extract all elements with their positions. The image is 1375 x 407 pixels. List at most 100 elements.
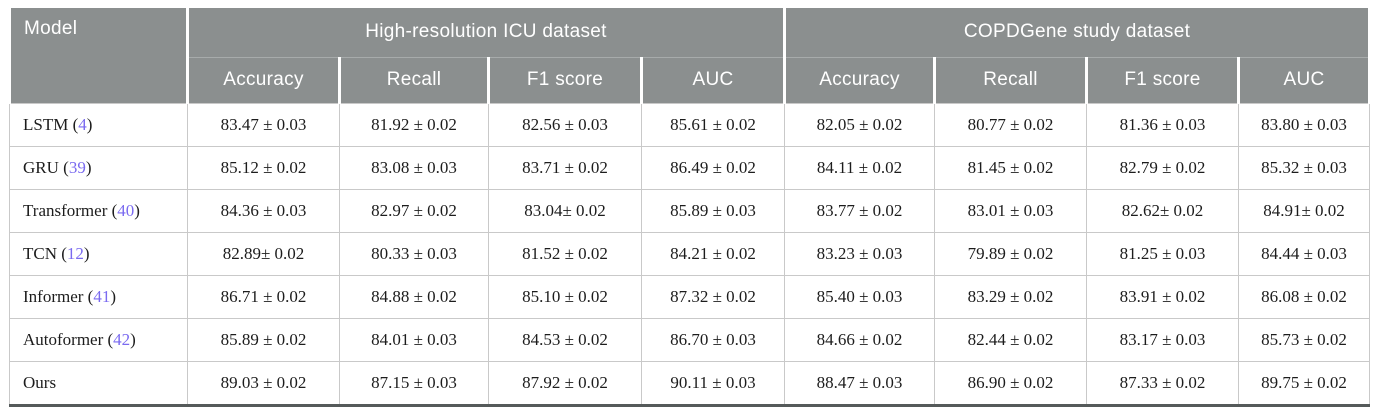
metric-value: 83.08 ± 0.03 (339, 146, 489, 190)
metric-value: 81.25 ± 0.03 (1086, 232, 1239, 276)
metric-value: 80.77 ± 0.02 (934, 103, 1087, 147)
metric-value: 83.23 ± 0.03 (784, 232, 935, 276)
model-label: GRU ( (23, 158, 69, 177)
group-header-copdgene-dataset: COPDGene study dataset (782, 8, 1372, 58)
metric-value: 82.56 ± 0.03 (488, 103, 642, 147)
metric-value: 87.15 ± 0.03 (339, 361, 489, 407)
model-label: Transformer ( (23, 201, 118, 220)
metric-value: 82.89± 0.02 (187, 232, 340, 276)
column-header-f1-score: F1 score (1085, 56, 1240, 104)
model-name: GRU (39) (9, 146, 188, 190)
citation-link[interactable]: 42 (113, 330, 131, 349)
model-label: TCN ( (23, 244, 67, 263)
group-header-row: Model High-resolution ICU dataset COPDGe… (8, 8, 1372, 104)
metric-value: 85.32 ± 0.03 (1237, 146, 1371, 190)
metric-value: 81.36 ± 0.03 (1086, 103, 1239, 147)
metric-value: 83.29 ± 0.02 (934, 275, 1087, 319)
table-row: Ours 89.03 ± 0.02 87.15 ± 0.03 87.92 ± 0.02… (9, 361, 1371, 407)
model-name: Ours (9, 361, 188, 407)
metric-value: 82.44 ± 0.02 (934, 318, 1087, 362)
citation-link[interactable]: 12 (66, 244, 84, 263)
model-name: TCN (12) (9, 232, 188, 276)
metric-value: 84.21 ± 0.02 (641, 232, 785, 276)
metric-value: 85.89 ± 0.02 (187, 318, 340, 362)
column-header-f1-score: F1 score (487, 56, 643, 104)
citation-close-paren: ) (85, 158, 92, 177)
citation-close-paren: ) (83, 244, 90, 263)
metric-value: 85.10 ± 0.02 (488, 275, 642, 319)
metric-header-row: Accuracy Recall F1 score AUC Accuracy Recall F… (10, 56, 1372, 104)
model-column-header: Model (8, 8, 189, 104)
metric-value: 79.89 ± 0.02 (934, 232, 1087, 276)
metric-value: 85.12 ± 0.02 (187, 146, 340, 190)
model-label: LSTM ( (23, 115, 79, 134)
table-row: Transformer (40) 84.36 ± 0.03 82.97 ± 0.02… (9, 189, 1371, 233)
citation-link[interactable]: 40 (117, 201, 135, 220)
metric-value: 85.40 ± 0.03 (784, 275, 935, 319)
metric-value: 83.01 ± 0.03 (934, 189, 1087, 233)
column-header-recall: Recall (933, 56, 1088, 104)
metric-value: 84.36 ± 0.03 (187, 189, 340, 233)
metric-value: 86.49 ± 0.02 (641, 146, 785, 190)
table-header: Model High-resolution ICU dataset COPDGe… (8, 8, 1372, 104)
metric-value: 83.80 ± 0.03 (1237, 103, 1371, 147)
citation-link[interactable]: 4 (78, 115, 87, 134)
metric-value: 83.47 ± 0.03 (187, 103, 340, 147)
metric-value: 84.01 ± 0.03 (339, 318, 489, 362)
metric-value: 81.45 ± 0.02 (934, 146, 1087, 190)
metric-value: 85.89 ± 0.03 (641, 189, 785, 233)
metric-value: 86.70 ± 0.03 (641, 318, 785, 362)
metric-value: 90.11 ± 0.03 (641, 361, 785, 407)
citation-close-paren: ) (110, 287, 116, 306)
metric-value: 83.71 ± 0.02 (488, 146, 642, 190)
citation-close-paren: ) (86, 115, 93, 134)
metric-value: 83.17 ± 0.03 (1086, 318, 1239, 362)
citation-close-paren: ) (130, 330, 136, 349)
metric-value: 87.92 ± 0.02 (488, 361, 642, 407)
table-row: LSTM (4) 83.47 ± 0.03 81.92 ± 0.02 82.56 ± … (9, 103, 1371, 147)
metric-value: 86.08 ± 0.02 (1237, 275, 1371, 319)
metric-value: 86.90 ± 0.02 (934, 361, 1087, 407)
metric-value: 80.33 ± 0.03 (339, 232, 489, 276)
table-body: LSTM (4) 83.47 ± 0.03 81.92 ± 0.02 82.56 ± … (9, 103, 1371, 407)
metric-value: 87.32 ± 0.02 (641, 275, 785, 319)
metric-value: 82.79 ± 0.02 (1086, 146, 1239, 190)
column-header-auc: AUC (1236, 56, 1372, 104)
column-header-accuracy: Accuracy (783, 56, 936, 104)
group-header-icu-dataset: High-resolution ICU dataset (186, 8, 786, 58)
model-name: Informer (41) (9, 275, 188, 319)
model-label: Informer ( (23, 287, 94, 306)
metric-value: 85.61 ± 0.02 (641, 103, 785, 147)
column-header-recall: Recall (338, 56, 490, 104)
metric-value: 84.11 ± 0.02 (784, 146, 935, 190)
table-row: Informer (41) 86.71 ± 0.02 84.88 ± 0.02 85.… (9, 275, 1371, 319)
citation-link[interactable]: 39 (68, 158, 86, 177)
metric-value: 89.75 ± 0.02 (1237, 361, 1371, 407)
table-row: Autoformer (42) 85.89 ± 0.02 84.01 ± 0.03 8… (9, 318, 1371, 362)
metric-value: 83.77 ± 0.02 (784, 189, 935, 233)
metric-value: 83.04± 0.02 (488, 189, 642, 233)
metric-value: 85.73 ± 0.02 (1237, 318, 1371, 362)
column-header-auc: AUC (640, 56, 786, 104)
metric-value: 88.47 ± 0.03 (784, 361, 935, 407)
metric-value: 82.05 ± 0.02 (784, 103, 935, 147)
metric-value: 87.33 ± 0.02 (1086, 361, 1239, 407)
column-header-accuracy: Accuracy (186, 56, 341, 104)
model-label: Autoformer ( (23, 330, 114, 349)
metric-value: 84.44 ± 0.03 (1237, 232, 1371, 276)
results-table-container: Model High-resolution ICU dataset COPDGe… (8, 8, 1372, 407)
metric-value: 89.03 ± 0.02 (187, 361, 340, 407)
metric-value: 81.52 ± 0.02 (488, 232, 642, 276)
citation-link[interactable]: 41 (93, 287, 111, 306)
metric-value: 81.92 ± 0.02 (339, 103, 489, 147)
metric-value: 84.66 ± 0.02 (784, 318, 935, 362)
metric-value: 82.62± 0.02 (1086, 189, 1239, 233)
metric-value: 82.97 ± 0.02 (339, 189, 489, 233)
metric-value: 84.88 ± 0.02 (339, 275, 489, 319)
metric-value: 83.91 ± 0.02 (1086, 275, 1239, 319)
model-name: Transformer (40) (9, 189, 188, 233)
metric-value: 84.53 ± 0.02 (488, 318, 642, 362)
metric-value: 84.91± 0.02 (1237, 189, 1371, 233)
model-name: Autoformer (42) (9, 318, 188, 362)
metric-value: 86.71 ± 0.02 (187, 275, 340, 319)
